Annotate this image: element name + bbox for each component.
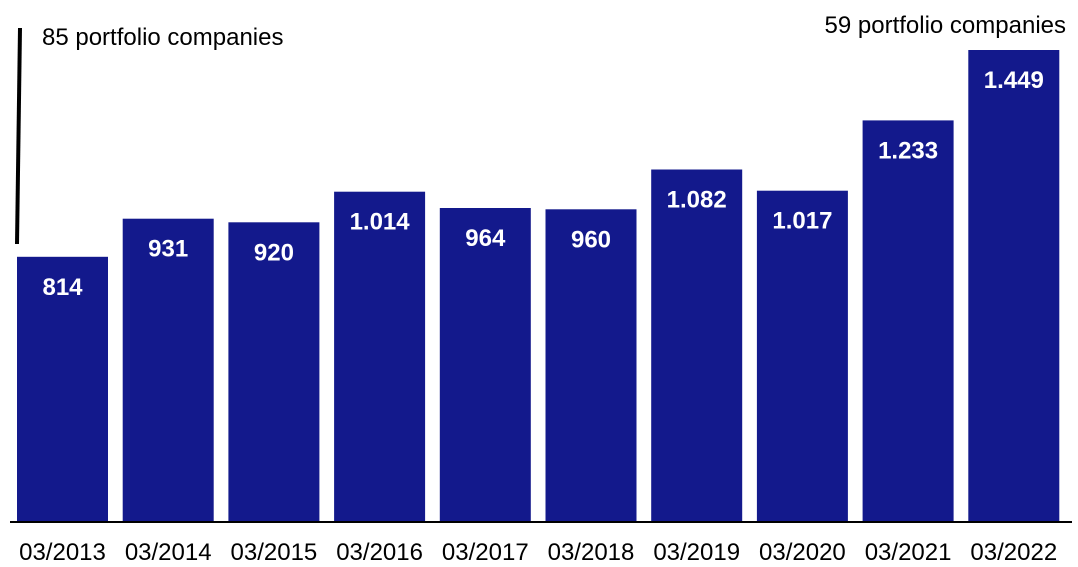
bar-03-2017 bbox=[439, 208, 531, 522]
value-label-03-2017: 964 bbox=[465, 225, 506, 252]
bar-03-2014 bbox=[122, 218, 214, 522]
annotation-59-portfolio-companies: 59 portfolio companies bbox=[824, 12, 1066, 39]
x-tick-label-03-2015: 03/2015 bbox=[231, 539, 318, 566]
x-tick-label-03-2020: 03/2020 bbox=[759, 539, 846, 566]
x-tick-label-03-2022: 03/2022 bbox=[970, 539, 1057, 566]
bar-03-2022 bbox=[968, 50, 1060, 522]
bar-03-2015 bbox=[228, 222, 320, 523]
bar-03-2019 bbox=[651, 169, 743, 522]
bar-03-2016 bbox=[334, 191, 426, 522]
value-label-03-2019: 1.082 bbox=[667, 187, 727, 214]
x-tick-label-03-2017: 03/2017 bbox=[442, 539, 529, 566]
x-tick-label-03-2019: 03/2019 bbox=[653, 539, 740, 566]
bar-03-2018 bbox=[545, 209, 637, 523]
value-label-03-2018: 960 bbox=[571, 226, 611, 253]
value-label-03-2014: 931 bbox=[148, 236, 188, 263]
value-label-03-2013: 814 bbox=[42, 274, 83, 301]
annotation-bracket-line bbox=[15, 27, 22, 245]
labels-layer: 814 03/2013 931 03/2014 920 03/2015 1.014 03/20… bbox=[19, 67, 1057, 566]
x-tick-label-03-2018: 03/2018 bbox=[548, 539, 635, 566]
value-label-03-2015: 920 bbox=[254, 239, 294, 266]
x-tick-label-03-2014: 03/2014 bbox=[125, 539, 212, 566]
value-label-03-2022: 1.449 bbox=[984, 67, 1044, 94]
bars-layer bbox=[17, 50, 1060, 523]
x-tick-label-03-2021: 03/2021 bbox=[865, 539, 952, 566]
bar-03-2021 bbox=[862, 120, 954, 523]
x-tick-label-03-2016: 03/2016 bbox=[336, 539, 423, 566]
annotation-85-portfolio-companies: 85 portfolio companies bbox=[42, 24, 284, 51]
value-label-03-2016: 1.014 bbox=[350, 209, 411, 236]
value-label-03-2020: 1.017 bbox=[772, 208, 832, 235]
x-tick-label-03-2013: 03/2013 bbox=[19, 539, 106, 566]
bar-03-2013 bbox=[17, 256, 108, 522]
bar-03-2020 bbox=[756, 190, 848, 522]
value-label-03-2021: 1.233 bbox=[878, 137, 938, 164]
